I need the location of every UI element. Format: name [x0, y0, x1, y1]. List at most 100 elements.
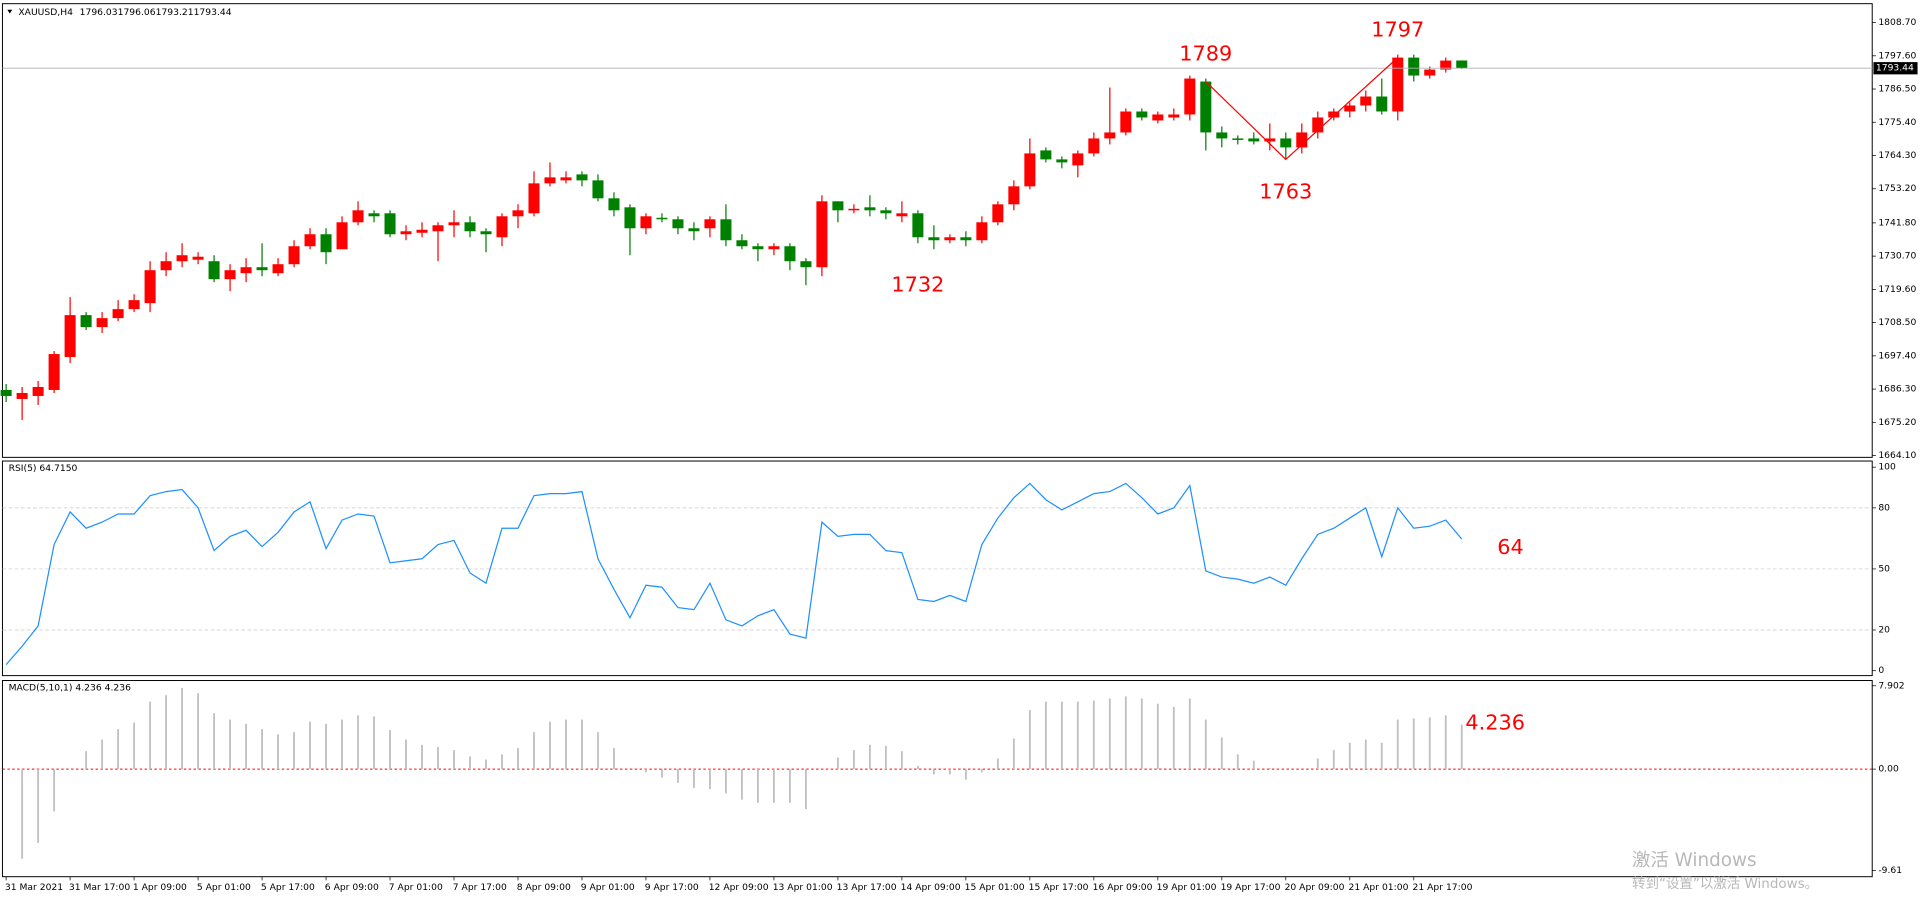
y-tick-label: 1753.20 [1878, 183, 1916, 194]
y-tick-label: 80 [1878, 502, 1890, 513]
macd-panel [1, 680, 1873, 878]
y-tick-label: 1664.10 [1878, 450, 1916, 461]
candle-body [432, 225, 444, 232]
x-tick-label: 31 Mar 17:00 [69, 882, 130, 893]
candle-body [880, 210, 892, 214]
candle-body [576, 174, 588, 181]
x-tick-label: 1 Apr 09:00 [133, 882, 187, 893]
macd-annotation: 4.236 [1465, 710, 1525, 734]
candle-body [592, 180, 604, 199]
candle-body [1376, 96, 1388, 112]
x-tick-label: 5 Apr 01:00 [197, 882, 251, 893]
candle-body [80, 315, 92, 328]
candle-body [1024, 153, 1036, 187]
candle-body [1440, 60, 1452, 70]
candle-body [288, 246, 300, 265]
candle-body [960, 237, 972, 241]
candle-body [128, 300, 140, 310]
candle-body [1312, 117, 1324, 133]
rsi-annotation: 64 [1497, 535, 1524, 559]
y-tick-label: 1675.20 [1878, 417, 1916, 428]
rsi-title: RSI(5) 64.7150 [9, 463, 78, 474]
candle-body [992, 204, 1004, 223]
y-tick-label: 20 [1878, 624, 1890, 635]
x-tick-label: 6 Apr 09:00 [325, 882, 379, 893]
candle-body [1328, 111, 1340, 118]
candle-body [48, 354, 60, 390]
candle-body [848, 208, 860, 211]
candle-body [1040, 150, 1052, 160]
candle-body [1168, 114, 1180, 118]
candle-body [512, 210, 524, 217]
candle-body [176, 255, 188, 262]
candle-body [416, 229, 428, 233]
header-high: 1796.06 [118, 7, 156, 18]
candle-body [768, 246, 780, 250]
candle-body [1264, 138, 1276, 142]
candle-body [272, 264, 284, 274]
y-tick-label: -9.61 [1878, 865, 1902, 876]
candle-body [224, 270, 236, 280]
candle-body [16, 392, 28, 399]
y-tick-label: 1708.50 [1878, 317, 1916, 328]
candle-body [784, 246, 796, 262]
price-panel [1, 3, 1873, 458]
x-tick-label: 13 Apr 17:00 [837, 882, 897, 893]
y-tick-label: 1719.60 [1878, 284, 1916, 295]
candle-body [352, 210, 364, 223]
candle-body [448, 222, 460, 226]
candle-body [720, 219, 732, 241]
zigzag-line [1205, 57, 1399, 161]
x-tick-label: 16 Apr 09:00 [1093, 882, 1153, 893]
candle-body [256, 267, 268, 271]
rsi-panel [1, 460, 1873, 677]
candle-body [832, 201, 844, 211]
y-tick-label: 1786.50 [1878, 84, 1916, 95]
candle-body [1280, 138, 1292, 148]
y-tick-label: 1741.80 [1878, 217, 1916, 228]
candle-body [528, 183, 540, 214]
x-tick-label: 5 Apr 17:00 [261, 882, 315, 893]
candle-body [1152, 114, 1164, 121]
candle-body [896, 213, 908, 217]
candle-body [144, 270, 156, 304]
x-tick-label: 31 Mar 2021 [5, 882, 63, 893]
candle-body [400, 231, 412, 235]
candle-body [1008, 186, 1020, 205]
y-tick-label: 1764.30 [1878, 150, 1916, 161]
candle-body [464, 222, 476, 232]
candle-body [64, 315, 76, 358]
y-tick-label: 1730.70 [1878, 251, 1916, 262]
x-tick-label: 7 Apr 01:00 [389, 882, 443, 893]
x-tick-label: 9 Apr 17:00 [645, 882, 699, 893]
candle-body [976, 222, 988, 241]
candle-body [928, 237, 940, 241]
menu-arrow[interactable] [7, 9, 13, 14]
candle-body [1088, 138, 1100, 154]
candle-body [1392, 57, 1404, 112]
candle-body [1456, 60, 1468, 69]
x-tick-label: 20 Apr 09:00 [1285, 882, 1345, 893]
candle-body [384, 213, 396, 235]
y-tick-label: 1686.30 [1878, 384, 1916, 395]
candle-body [1136, 111, 1148, 118]
y-tick-label: 7.902 [1878, 680, 1904, 691]
y-tick-label: 0 [1878, 665, 1884, 676]
symbol-title: XAUUSD,H4 [18, 7, 73, 18]
candle-body [688, 228, 700, 232]
candle-body [608, 198, 620, 211]
candle-body [640, 216, 652, 229]
candle-body [320, 234, 332, 253]
candle-body [368, 213, 380, 217]
candle-body [752, 246, 764, 250]
candle-body [560, 177, 572, 181]
x-tick-label: 21 Apr 01:00 [1349, 882, 1409, 893]
last-price-label: 1793.44 [1876, 63, 1914, 74]
x-tick-label: 13 Apr 01:00 [773, 882, 833, 893]
candle-body [496, 216, 508, 238]
y-tick-label: 50 [1878, 563, 1890, 574]
x-tick-label: 21 Apr 17:00 [1413, 882, 1473, 893]
x-tick-label: 12 Apr 09:00 [709, 882, 769, 893]
y-tick-label: 1808.70 [1878, 17, 1916, 28]
